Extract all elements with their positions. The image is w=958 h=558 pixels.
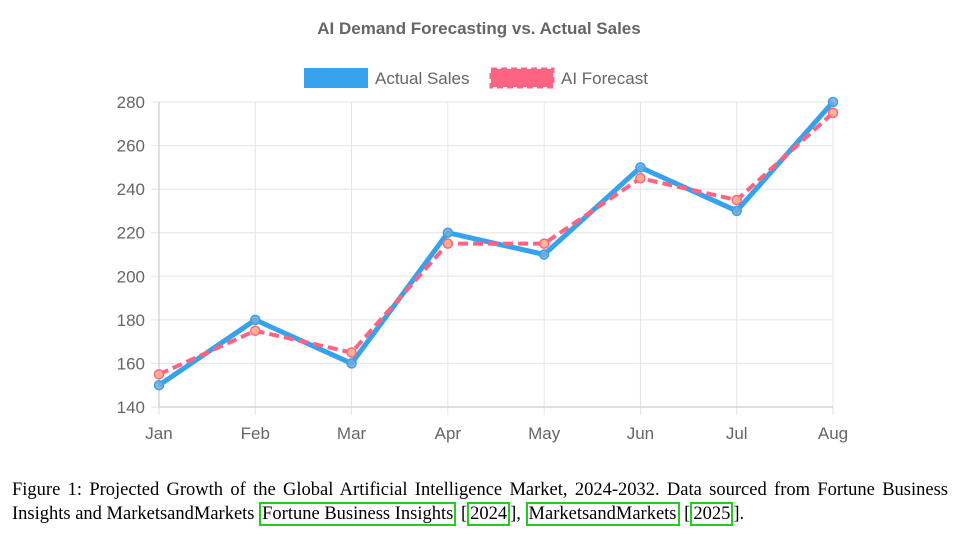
cite-bracket-close-1: ]: [510, 504, 517, 524]
cite-bracket-open-1: [: [460, 504, 468, 524]
data-point-actual-sales[interactable]: [250, 314, 261, 326]
series-line-ai-forecast: [158, 111, 835, 377]
x-tick-label: Apr: [435, 424, 462, 443]
data-point-ai-forecast[interactable]: [635, 173, 646, 184]
data-point-ai-forecast[interactable]: [346, 347, 357, 358]
y-tick-label: 260: [117, 137, 145, 156]
x-tick-label: Feb: [241, 424, 270, 443]
citation-year-link-2025[interactable]: 2025: [690, 502, 734, 526]
x-tick-label: Aug: [818, 424, 848, 443]
x-tick-label: Jun: [627, 424, 654, 443]
data-point-actual-sales[interactable]: [538, 249, 550, 260]
legend-swatch-ai-forecast: [489, 67, 555, 89]
y-tick-label: 140: [117, 398, 145, 417]
data-point-ai-forecast[interactable]: [827, 107, 839, 119]
figure-caption: Figure 1: Projected Growth of the Global…: [12, 478, 948, 526]
chart-title: AI Demand Forecasting vs. Actual Sales: [317, 19, 640, 38]
data-point-actual-sales[interactable]: [346, 358, 357, 369]
series: [153, 96, 839, 391]
x-tick-label: Jan: [145, 424, 172, 443]
citation-link-marketsandmarkets[interactable]: MarketsandMarkets: [525, 502, 680, 526]
data-point-actual-sales[interactable]: [827, 96, 839, 108]
legend-label-ai-forecast: AI Forecast: [561, 69, 648, 88]
y-tick-label: 200: [117, 267, 145, 286]
citation-year-link-2024[interactable]: 2024: [467, 502, 511, 526]
y-tick-label: 160: [117, 354, 145, 373]
y-tick-label: 180: [117, 311, 145, 330]
cite-bracket-open-2: [: [684, 504, 691, 524]
legend-item-actual-sales[interactable]: Actual Sales: [304, 68, 470, 88]
data-point-actual-sales[interactable]: [635, 162, 646, 173]
citation-link-fortune[interactable]: Fortune Business Insights: [259, 502, 457, 526]
axes: 140 160 180 200 220 240 260 280 Jan Feb Mar Apr May J…: [117, 93, 849, 443]
legend-item-ai-forecast[interactable]: AI Forecast: [489, 67, 648, 89]
data-point-actual-sales[interactable]: [153, 379, 165, 391]
x-tick-label: Mar: [337, 424, 367, 443]
y-tick-label: 280: [117, 93, 145, 112]
data-point-ai-forecast[interactable]: [250, 325, 261, 336]
legend-swatch-actual-sales: [304, 68, 368, 88]
data-point-ai-forecast[interactable]: [538, 238, 550, 249]
caption-line-2: Fortune Business Insights and Marketsand…: [12, 480, 948, 524]
cite-separator: ,: [516, 504, 526, 524]
chart: AI Demand Forecasting vs. Actual Sales A…: [117, 19, 849, 443]
caption-line-1: Figure 1: Projected Growth of the Global…: [12, 480, 810, 500]
caption-end: .: [739, 504, 745, 524]
grid: [151, 101, 834, 415]
y-tick-label: 240: [117, 180, 145, 199]
cite-bracket-close-2: ]: [733, 504, 740, 524]
y-tick-label: 220: [117, 224, 145, 243]
data-point-ai-forecast[interactable]: [731, 194, 742, 206]
legend: Actual Sales AI Forecast: [304, 67, 648, 89]
x-tick-label: May: [528, 424, 561, 443]
legend-label-actual-sales: Actual Sales: [375, 69, 470, 88]
data-point-ai-forecast[interactable]: [442, 238, 454, 249]
data-point-ai-forecast[interactable]: [153, 369, 165, 380]
x-tick-label: Jul: [726, 424, 748, 443]
data-point-actual-sales[interactable]: [731, 205, 742, 217]
data-point-actual-sales[interactable]: [442, 227, 454, 238]
